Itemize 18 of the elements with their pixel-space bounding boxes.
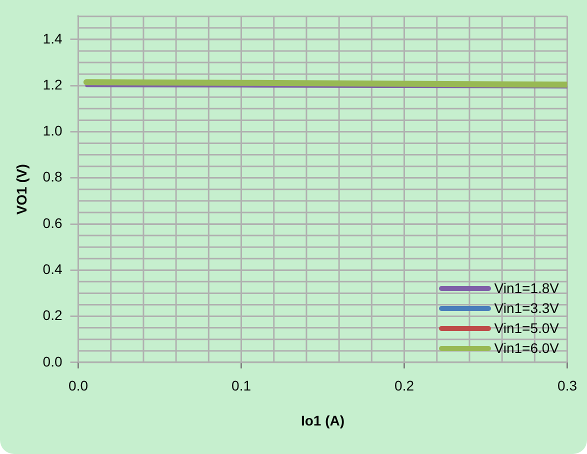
x-tick-label: 0.1 <box>232 378 252 394</box>
y-tick-label: 0.4 <box>42 260 62 277</box>
x-axis-title: Io1 (A) <box>300 412 345 428</box>
y-axis-title: VO1 (V) <box>13 164 30 215</box>
y-tick-label: 0.8 <box>42 168 62 185</box>
y-tick-label: 1.2 <box>42 76 62 92</box>
y-tick-label: 1.0 <box>42 122 62 139</box>
x-tick-label: 0.3 <box>558 378 578 394</box>
legend-label: Vin1=3.3V <box>494 300 560 316</box>
y-tick-label: 0.2 <box>42 307 62 324</box>
y-tick-label: 0.6 <box>42 214 62 231</box>
legend-label: Vin1=1.8V <box>494 280 560 296</box>
y-tick-label: 0.0 <box>42 353 62 370</box>
legend-label: Vin1=5.0V <box>494 320 560 336</box>
x-tick-label: 0.0 <box>68 378 88 394</box>
y-tick-label: 1.4 <box>42 30 62 46</box>
legend-label: Vin1=6.0V <box>494 340 560 356</box>
x-tick-label: 0.2 <box>394 378 414 394</box>
